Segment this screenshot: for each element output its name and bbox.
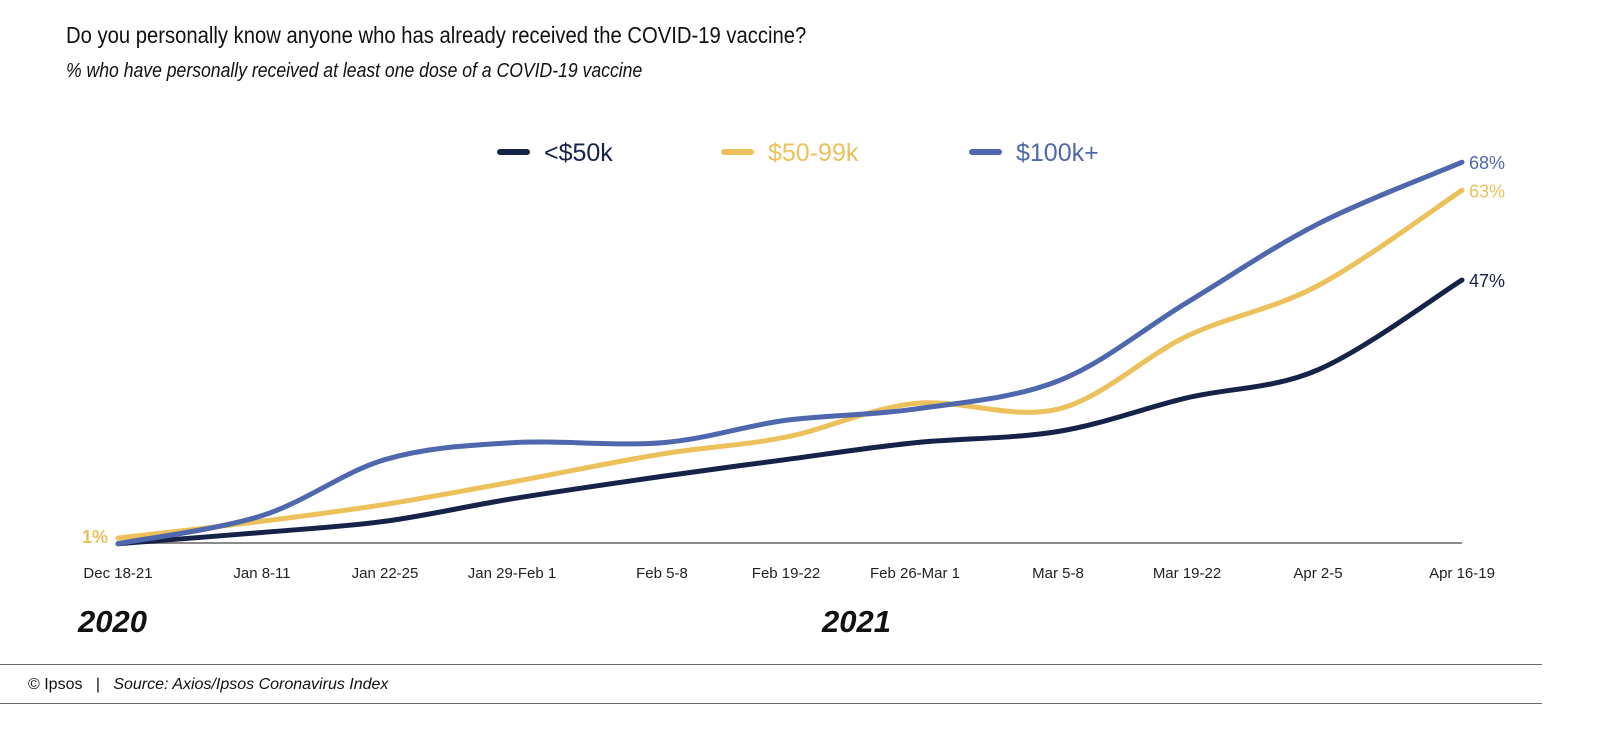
year-label-2021: 2021 (822, 604, 891, 639)
x-tick-label: Mar 5-8 (1032, 565, 1084, 582)
x-tick-label: Feb 19-22 (752, 565, 820, 582)
footer-divider (0, 664, 1542, 665)
x-tick-label: Apr 16-19 (1429, 565, 1495, 582)
end-data-label: 47% (1469, 271, 1505, 291)
legend-label: $100k+ (1016, 139, 1099, 167)
start-data-label: 1% (82, 527, 108, 547)
x-tick-label: Feb 26-Mar 1 (870, 565, 960, 582)
x-tick-label: Jan 22-25 (352, 565, 419, 582)
legend-label: $50-99k (768, 139, 859, 167)
end-data-label: 63% (1469, 181, 1505, 201)
chart-subtitle: % who have personally received at least … (66, 60, 643, 82)
series-line-2 (115, 159, 1465, 547)
x-tick-label: Feb 5-8 (636, 565, 688, 582)
footer-separator: | (95, 676, 100, 693)
footer: © Ipsos | Source: Axios/Ipsos Coronaviru… (28, 676, 388, 694)
footer-divider-bottom (0, 703, 1542, 704)
end-data-label: 68% (1469, 153, 1505, 173)
x-tick-label: Jan 29-Feb 1 (468, 565, 556, 582)
copyright: © Ipsos (28, 676, 83, 693)
chart-title: Do you personally know anyone who has al… (66, 22, 807, 48)
source-note: Source: Axios/Ipsos Coronavirus Index (113, 676, 389, 693)
x-tick-label: Dec 18-21 (83, 565, 152, 582)
series-line-0 (115, 277, 1465, 547)
year-label-2020: 2020 (78, 604, 147, 639)
x-tick-label: Apr 2-5 (1293, 565, 1342, 582)
legend-label: <$50k (544, 139, 613, 167)
series-line-1 (115, 187, 1465, 541)
x-tick-label: Mar 19-22 (1153, 565, 1221, 582)
x-tick-label: Jan 8-11 (233, 565, 290, 582)
